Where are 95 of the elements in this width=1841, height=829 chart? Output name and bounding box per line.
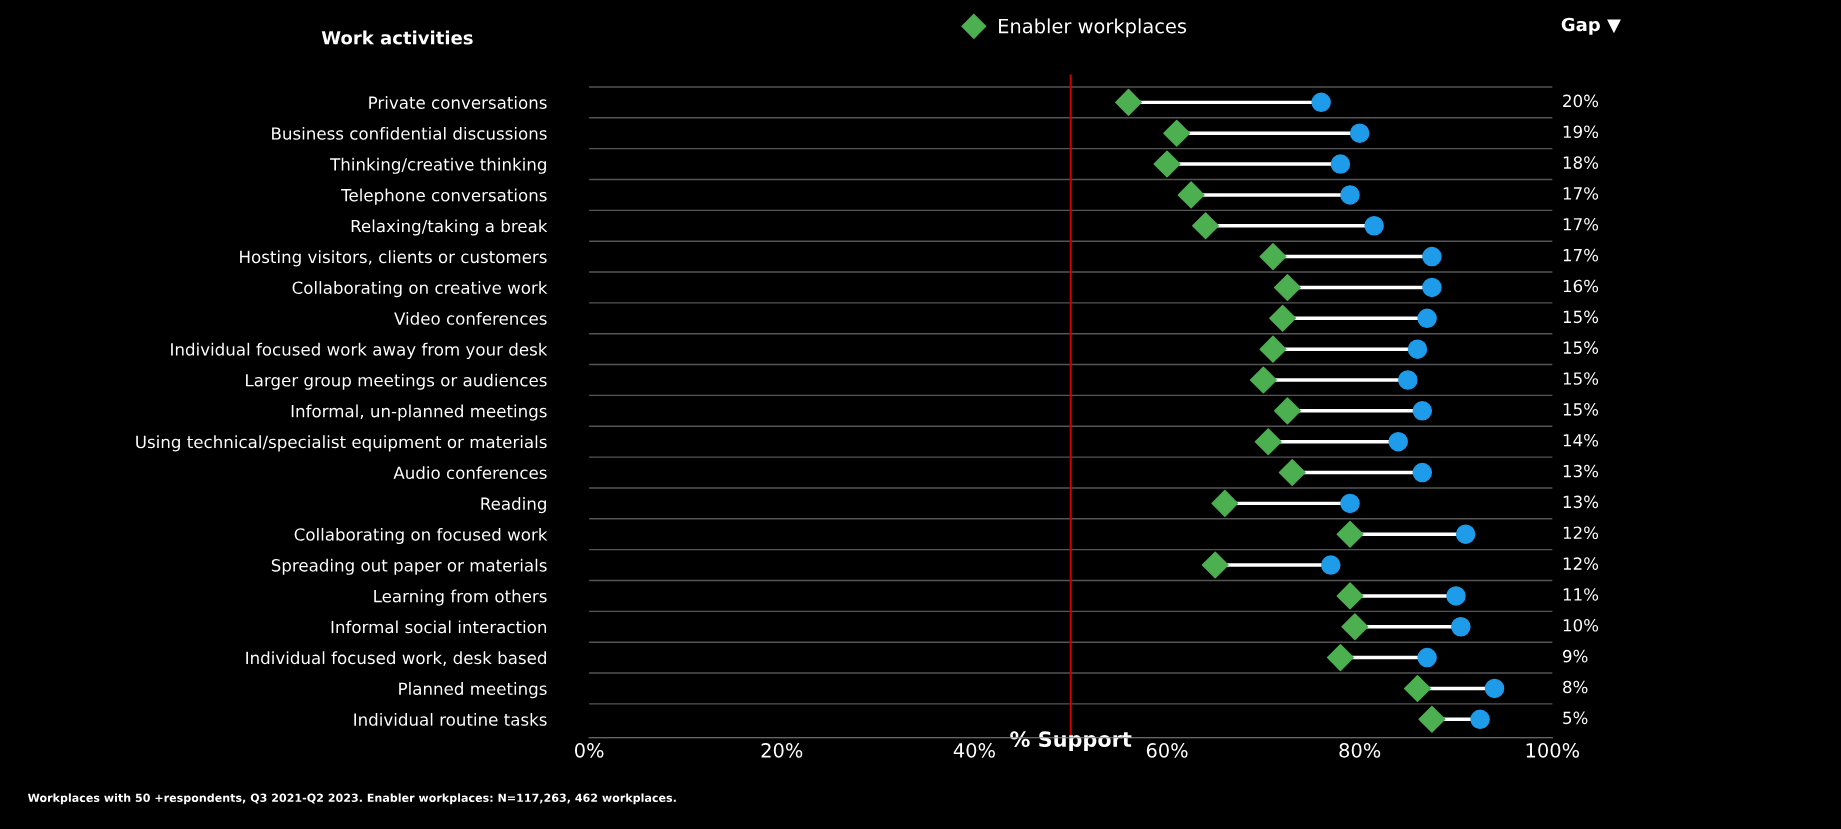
x-tick-label: 40% [953,743,995,758]
y-tick-label: Hosting visitors, clients or customers [240,250,547,267]
x-axis-title: % Support [1010,731,1132,752]
x-tick-label: 20% [761,743,803,758]
text: 15% [1563,372,1599,385]
y-tick-label: Spreading out paper or materials [271,558,547,575]
point [1422,277,1442,298]
point [1451,617,1471,637]
x-tick-label: 80% [1339,743,1381,758]
text: 13% [1563,495,1599,509]
y-tick-label: Individual focused work, desk based [246,651,546,666]
y-tick-label: Planned meetings [399,682,547,699]
point [1412,462,1433,483]
point [1407,339,1428,359]
text: 19% [1563,125,1599,139]
point [1115,88,1143,116]
point [1273,397,1301,425]
point [1340,185,1360,205]
y-tick-label: Larger group meetings or audiences [246,373,547,390]
y-tick-label: Audio conferences [393,466,547,480]
point [1192,212,1220,240]
point [1330,154,1351,174]
text: 16% [1563,279,1599,293]
text: 17% [1563,217,1599,231]
legend-label: Enabler workplaces [999,18,1187,38]
text: 14% [1563,433,1599,447]
point [1153,150,1181,178]
y-tick-label: Informal, un-planned meetings [291,404,547,421]
text: 12% [1563,526,1599,540]
y-tick-label: Reading [481,497,546,514]
y-tick-label: Collaborating on focused work [294,527,548,545]
text: 17% [1563,248,1599,262]
y-tick-label: Individual routine tasks [354,712,547,726]
text: 10% [1563,618,1599,632]
point [1341,613,1369,641]
point [1326,644,1354,672]
y-tick-label: Video conferences [394,311,547,325]
point [1417,647,1437,668]
text: 12% [1563,557,1599,570]
text: 9% [1563,649,1588,663]
point [1418,705,1446,733]
point [1364,216,1384,236]
x-tick-label: 100% [1526,743,1580,758]
point [1259,335,1287,363]
point [1412,401,1433,421]
y-tick-label: Individual focused work away from your desk [171,342,548,359]
point [1177,181,1205,209]
y-tick-label: Business confidential discussions [272,126,547,140]
text: 5% [1563,711,1588,725]
point [1278,459,1306,487]
point [1388,431,1408,452]
point [1340,493,1360,514]
point [1349,123,1370,143]
y-tick-label: Thinking/creative thinking [330,157,546,174]
y-axis-title: Work activities [321,30,473,45]
text: 13% [1563,464,1599,478]
point [1417,308,1437,329]
y-tick-label: Collaborating on creative work [292,281,548,298]
point [1259,243,1287,271]
point [1470,709,1490,730]
text: 8% [1563,680,1588,694]
point [1269,304,1297,332]
y-tick-label: Using technical/specialist equipment or materials [136,435,547,452]
point [1398,370,1418,390]
text: 15% [1563,403,1599,416]
point [1273,273,1301,301]
point [1163,119,1191,147]
point [1321,555,1341,575]
point [1422,246,1442,267]
point [1249,366,1277,394]
point [1446,586,1466,606]
text: 17% [1563,187,1599,200]
y-tick-label: Private conversations [369,96,547,109]
x-tick-label: 0% [574,743,604,758]
y-tick-label: Learning from others [374,589,547,606]
point [1336,520,1364,548]
text: 20% [1563,94,1599,108]
text: 15% [1563,310,1599,324]
point [1455,524,1476,544]
text: Workplaces with 50 +respondents, Q3 2021-Q2 2023. Enabler workplaces: N=117,263, 462 workplaces. [27,793,676,805]
y-tick-label: Telephone conversations [341,188,547,205]
text: Gap ▼ [1561,17,1621,35]
point [1201,551,1229,579]
point [1336,582,1364,610]
point [1211,489,1239,517]
point [1403,674,1431,702]
point [1254,428,1282,456]
text: 15% [1563,341,1599,354]
text: 11% [1563,588,1599,601]
x-tick-label: 60% [1146,743,1188,758]
y-tick-label: Relaxing/taking a break [351,219,548,236]
y-tick-label: Informal social interaction [331,620,547,634]
point [1311,92,1331,113]
text: 18% [1563,156,1599,169]
point [1484,678,1505,699]
